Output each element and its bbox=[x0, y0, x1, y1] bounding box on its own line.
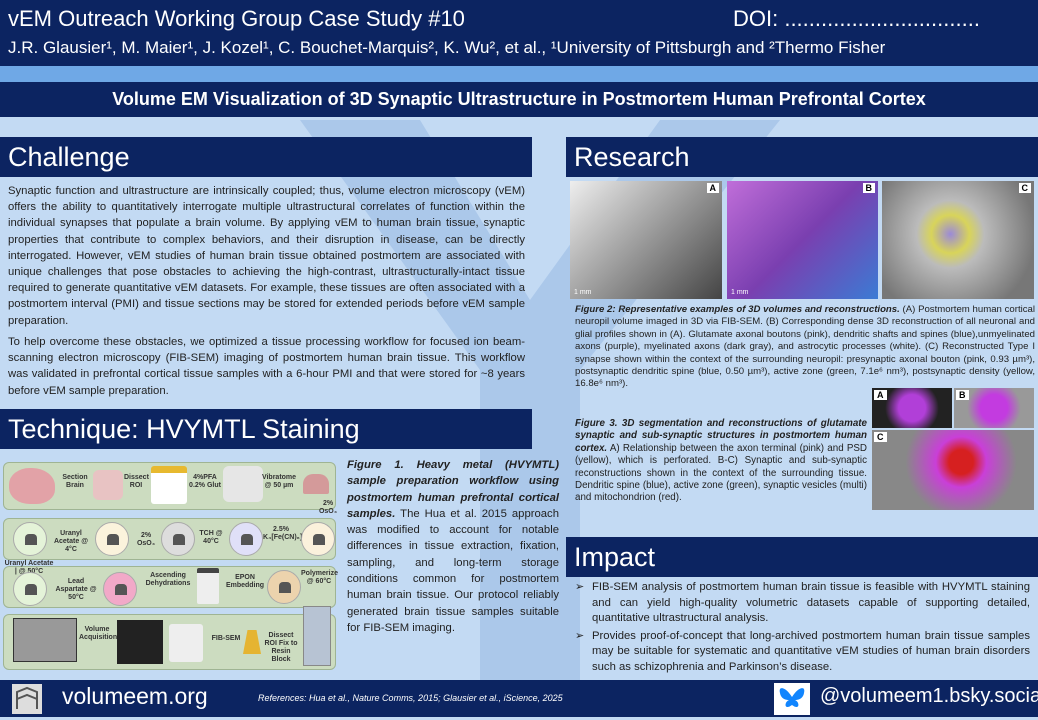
vibratome-icon bbox=[223, 466, 263, 502]
volumeem-logo bbox=[12, 684, 42, 714]
figure-1-caption: Figure 1. Heavy metal (HVYMTL) sample pr… bbox=[347, 459, 559, 634]
impact-list: FIB-SEM analysis of postmortem human bra… bbox=[575, 580, 1030, 677]
figure-2-caption: Figure 2: Representative examples of 3D … bbox=[575, 304, 1035, 390]
doi: DOI: ................................ bbox=[733, 6, 980, 31]
figure-3-caption: Figure 3. 3D segmentation and reconstruc… bbox=[575, 418, 867, 504]
microscope-icon bbox=[169, 624, 203, 662]
sample-jar-icon bbox=[151, 466, 187, 504]
impact-bullet: FIB-SEM analysis of postmortem human bra… bbox=[575, 580, 1030, 627]
divider-strip bbox=[0, 66, 1038, 82]
figure-3c: C bbox=[872, 430, 1034, 510]
case-study-title: vEM Outreach Working Group Case Study #1… bbox=[8, 6, 465, 31]
dish-icon bbox=[13, 522, 47, 556]
resin-mold-icon bbox=[303, 606, 331, 666]
tissue-slab-icon bbox=[93, 470, 123, 500]
fib-sem-schematic bbox=[117, 620, 163, 664]
research-heading: Research bbox=[566, 137, 1038, 177]
dish-icon bbox=[301, 522, 335, 556]
vial-icon bbox=[197, 568, 219, 604]
authors: J.R. Glausier¹, M. Maier¹, J. Kozel¹, C.… bbox=[8, 38, 886, 57]
dish-icon bbox=[95, 522, 129, 556]
challenge-heading: Challenge bbox=[0, 137, 532, 177]
challenge-paragraph-2: To help overcome these obstacles, we opt… bbox=[8, 336, 525, 397]
figure-3a: A bbox=[872, 388, 952, 428]
social-handle[interactable]: @volumeem1.bsky.social bbox=[820, 685, 1038, 707]
challenge-paragraph-1: Synaptic function and ultrastructure are… bbox=[8, 185, 525, 327]
website-link[interactable]: volumeem.org bbox=[62, 683, 208, 709]
bluesky-butterfly-icon[interactable] bbox=[774, 683, 810, 715]
workflow-diagram: Section Brain Dissect ROI 4%PFA 0.2% Glu… bbox=[3, 460, 343, 675]
poster-title: Volume EM Visualization of 3D Synaptic U… bbox=[0, 82, 1038, 117]
impact-heading: Impact bbox=[566, 537, 1038, 577]
brain-icon bbox=[9, 468, 55, 504]
impact-bullet: Provides proof-of-concept that long-arch… bbox=[575, 629, 1030, 676]
dish-icon bbox=[161, 522, 195, 556]
header: vEM Outreach Working Group Case Study #1… bbox=[0, 0, 1038, 66]
section-icon bbox=[303, 474, 329, 494]
technique-heading: Technique: HVYMTL Staining bbox=[0, 409, 532, 449]
figure-3b: B bbox=[954, 388, 1034, 428]
volume-stack-icon bbox=[13, 618, 77, 662]
dish-icon bbox=[13, 572, 47, 606]
dish-icon bbox=[267, 570, 301, 604]
resin-block-icon bbox=[243, 630, 261, 654]
dish-icon bbox=[103, 572, 137, 606]
references: References: Hua et al., Nature Comms, 20… bbox=[258, 693, 563, 703]
figure-2c-synapse: C bbox=[882, 181, 1034, 299]
dish-icon bbox=[229, 522, 263, 556]
footer: volumeem.org References: Hua et al., Nat… bbox=[0, 680, 1038, 717]
